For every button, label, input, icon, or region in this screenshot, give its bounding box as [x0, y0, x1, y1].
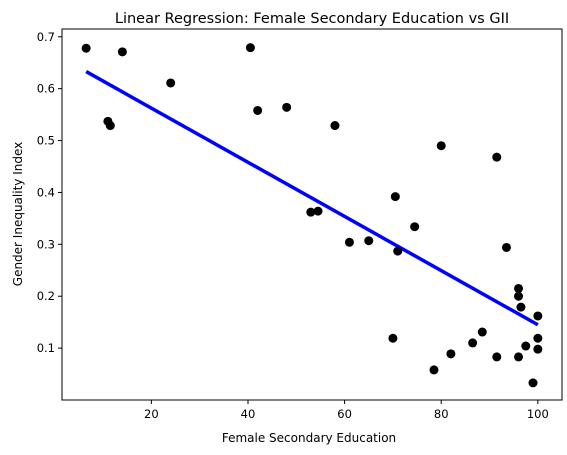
data-point — [245, 43, 255, 53]
data-point — [105, 121, 115, 131]
x-tick-label: 20 — [144, 407, 159, 421]
data-point — [521, 341, 531, 351]
data-point — [344, 237, 354, 247]
data-point — [166, 78, 176, 88]
y-tick-label: 0.2 — [37, 289, 55, 303]
data-point — [477, 327, 487, 337]
data-point — [501, 242, 511, 252]
y-tick-label: 0.6 — [37, 82, 55, 96]
data-point — [492, 152, 502, 162]
data-point — [410, 222, 420, 232]
x-tick-label: 40 — [241, 407, 256, 421]
data-point — [364, 236, 374, 246]
data-point — [313, 206, 323, 216]
x-tick-label: 80 — [434, 407, 449, 421]
data-point — [436, 141, 446, 151]
data-point — [514, 291, 524, 301]
data-point — [533, 344, 543, 354]
data-point — [282, 102, 292, 112]
data-point — [533, 311, 543, 321]
data-point — [516, 302, 526, 312]
y-tick-label: 0.1 — [37, 341, 55, 355]
data-point — [81, 43, 91, 53]
y-tick-label: 0.7 — [37, 30, 55, 44]
data-point — [533, 333, 543, 343]
data-point — [306, 207, 316, 217]
y-axis-ticks: 0.1 0.2 0.3 0.4 0.5 0.6 0.7 — [37, 30, 62, 355]
x-axis-ticks: 20 40 60 80 100 — [144, 400, 549, 421]
data-point — [330, 121, 340, 131]
data-points — [81, 43, 543, 388]
regression-line-group — [85, 70, 539, 327]
data-point — [117, 47, 127, 57]
y-tick-label: 0.4 — [37, 185, 55, 199]
data-point — [468, 338, 478, 348]
data-point — [446, 349, 456, 359]
data-point — [393, 246, 403, 256]
data-point — [390, 192, 400, 202]
data-point — [388, 333, 398, 343]
y-tick-label: 0.3 — [37, 237, 55, 251]
regression-line — [85, 70, 539, 327]
x-axis-label: Female Secondary Education — [222, 431, 396, 445]
data-point — [253, 105, 263, 115]
chart-title: Linear Regression: Female Secondary Educ… — [115, 11, 509, 27]
data-point — [528, 378, 538, 388]
plot-frame — [61, 28, 563, 401]
data-point — [514, 352, 524, 362]
data-point — [429, 365, 439, 375]
y-tick-label: 0.5 — [37, 134, 55, 148]
x-tick-label: 100 — [527, 407, 549, 421]
y-axis-label: Gender Inequality Index — [11, 142, 25, 286]
data-point — [514, 283, 524, 293]
x-tick-label: 60 — [337, 407, 352, 421]
data-point — [492, 352, 502, 362]
